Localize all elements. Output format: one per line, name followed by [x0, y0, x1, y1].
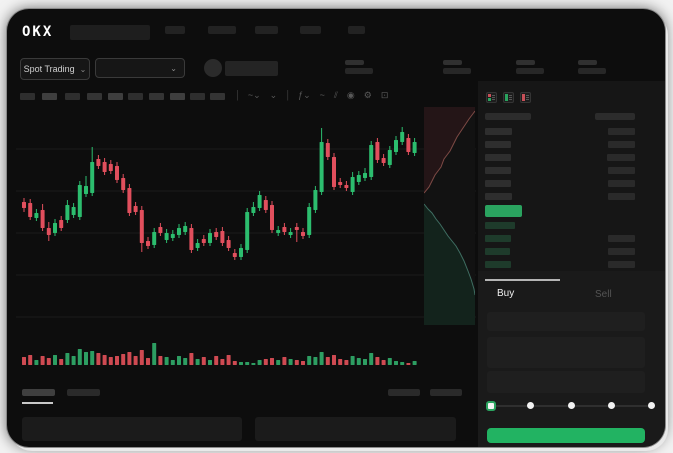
last-price-badge[interactable]: [485, 205, 522, 217]
slider-stop-dot[interactable]: [648, 402, 655, 409]
nav-item-placeholder[interactable]: [165, 26, 185, 34]
slider-handle[interactable]: [486, 401, 496, 411]
pair-name-placeholder: [225, 61, 278, 76]
orders-tab-placeholder[interactable]: [67, 389, 100, 396]
price-input-placeholder[interactable]: [487, 312, 645, 331]
orders-action-placeholder[interactable]: [430, 389, 462, 396]
depth-chart-canvas: [424, 107, 475, 325]
tab-buy[interactable]: Buy: [497, 288, 515, 299]
chart-settings-icon[interactable]: ⚙: [363, 89, 372, 100]
interval-button-placeholder[interactable]: [190, 93, 205, 100]
chart-tool-icons: | ~⌄ ⌄ | ƒ⌄ ~ ⫽ ◉ ⚙ ⊡: [236, 89, 388, 101]
book-asks-icon[interactable]: [520, 92, 531, 103]
market-type-label: Spot Trading: [23, 64, 75, 74]
order-book-row[interactable]: [485, 180, 635, 187]
slider-stop-dot[interactable]: [607, 402, 615, 409]
orders-filter-placeholder[interactable]: [255, 417, 456, 441]
total-input-placeholder[interactable]: [487, 371, 645, 393]
chevron-down-icon: ⌄: [170, 63, 177, 73]
pair-selector[interactable]: ⌄: [95, 58, 185, 78]
divider: |: [236, 89, 239, 101]
chevron-down-icon: ⌄: [79, 64, 87, 74]
book-header-amount-placeholder: [595, 113, 635, 120]
order-book-row[interactable]: [485, 193, 635, 200]
pair-icon-avatar: [204, 59, 222, 77]
screenshot-icon[interactable]: ◉: [346, 89, 355, 100]
candlestick-chart-canvas[interactable]: [16, 105, 476, 380]
nav-item-placeholder[interactable]: [255, 26, 278, 34]
order-book-panel: [478, 81, 665, 273]
logo-adjacent-placeholder: [70, 25, 150, 40]
order-book-row[interactable]: [485, 235, 635, 242]
interval-button-placeholder[interactable]: [42, 93, 57, 100]
interval-button-placeholder[interactable]: [87, 93, 102, 100]
order-book-row[interactable]: [485, 167, 635, 174]
indicators-dropdown-icon[interactable]: ~⌄: [247, 89, 261, 100]
order-book-row[interactable]: [485, 222, 635, 229]
interval-button-placeholder[interactable]: [108, 93, 123, 100]
interval-button-placeholder[interactable]: [65, 93, 80, 100]
order-book-row[interactable]: [485, 141, 635, 148]
orders-tab-active-placeholder[interactable]: [22, 389, 55, 396]
line-tool-icon[interactable]: ~: [319, 90, 325, 100]
active-tab-indicator: [485, 279, 560, 281]
nav-item-placeholder[interactable]: [208, 26, 236, 34]
compare-icon[interactable]: ⫽: [333, 89, 338, 100]
tab-sell[interactable]: Sell: [595, 289, 612, 300]
market-type-selector[interactable]: Spot Trading ⌄: [20, 58, 90, 80]
fullscreen-icon[interactable]: ⊡: [380, 89, 389, 100]
book-bids-icon[interactable]: [503, 92, 514, 103]
book-header-price-placeholder: [485, 113, 531, 120]
interval-button-placeholder[interactable]: [210, 93, 225, 100]
orders-tab-underline: [22, 402, 53, 404]
order-book-row[interactable]: [485, 128, 635, 135]
interval-button-placeholder[interactable]: [149, 93, 164, 100]
slider-stop-dot[interactable]: [567, 402, 575, 409]
interval-button-placeholder[interactable]: [128, 93, 143, 100]
depth-chart-panel[interactable]: [424, 107, 475, 325]
order-book-row[interactable]: [485, 248, 635, 255]
orders-filter-placeholder[interactable]: [22, 417, 242, 441]
nav-item-placeholder[interactable]: [348, 26, 365, 34]
divider: |: [286, 89, 290, 101]
book-both-icon[interactable]: [486, 92, 497, 103]
okx-logo[interactable]: OKX: [22, 24, 54, 40]
interval-button-placeholder[interactable]: [170, 93, 185, 100]
fx-indicator-icon[interactable]: ƒ⌄: [298, 89, 311, 100]
amount-input-placeholder[interactable]: [487, 337, 645, 368]
nav-item-placeholder[interactable]: [300, 26, 321, 34]
buy-submit-button[interactable]: [487, 428, 645, 443]
device-screen: OKX Spot Trading ⌄ ⌄ | ~⌄ ⌄ | ƒ⌄ ~ ⫽ ◉ ⚙ ⊡: [7, 9, 665, 447]
slider-stop-dot[interactable]: [527, 402, 535, 409]
order-book-row[interactable]: [485, 154, 635, 161]
interval-button-placeholder[interactable]: [20, 93, 35, 100]
order-book-row[interactable]: [485, 261, 635, 268]
candle-interval-dropdown-icon[interactable]: ⌄: [269, 89, 278, 100]
orders-action-placeholder[interactable]: [388, 389, 420, 396]
